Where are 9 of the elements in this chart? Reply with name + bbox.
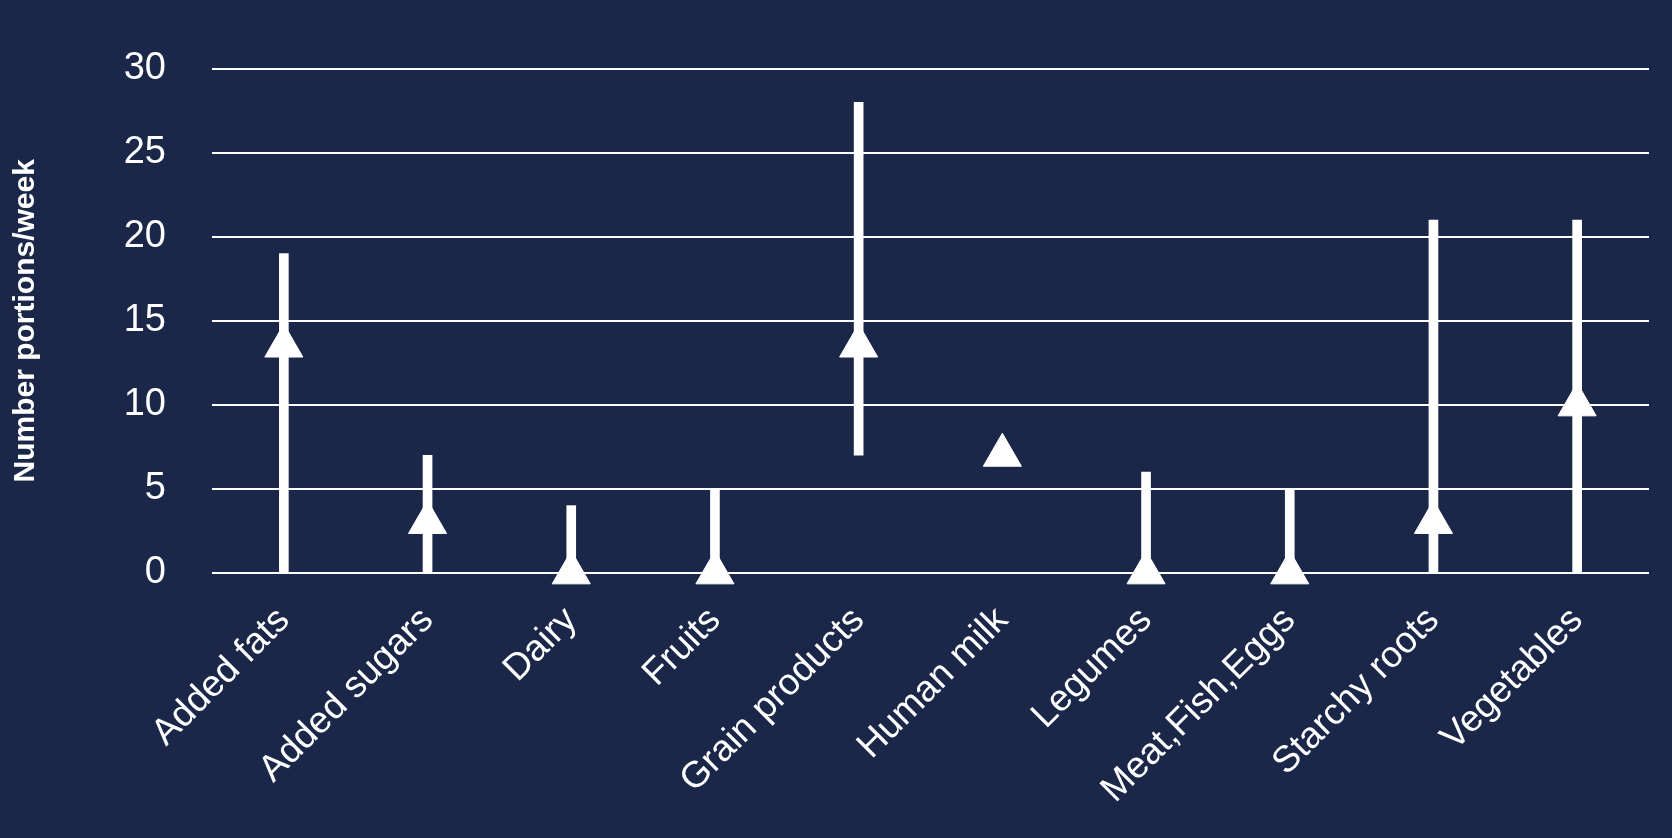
y-tick-label: 20 bbox=[123, 213, 166, 256]
y-axis-title: Number portions/week bbox=[7, 158, 41, 483]
y-tick-label: 25 bbox=[123, 129, 166, 172]
y-tick-label: 0 bbox=[144, 549, 166, 592]
y-tick-label: 5 bbox=[144, 465, 166, 508]
y-tick-label: 10 bbox=[123, 381, 166, 424]
y-tick-label: 15 bbox=[123, 297, 166, 340]
y-tick-label: 30 bbox=[123, 45, 166, 88]
point bbox=[982, 432, 1022, 467]
